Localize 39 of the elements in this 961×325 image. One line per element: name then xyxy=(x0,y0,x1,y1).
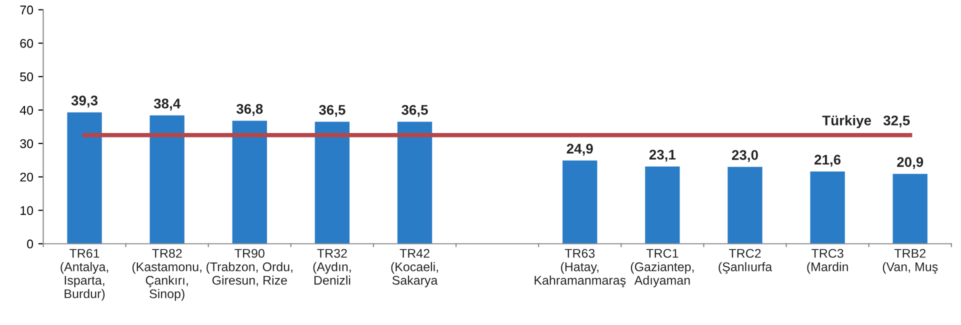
x-tick-label: TR61 (Antalya, Isparta, Burdur) xyxy=(60,248,108,301)
bar xyxy=(892,174,928,244)
data-label: 23,0 xyxy=(732,150,758,162)
bar xyxy=(150,115,184,244)
y-tick-label: 0 xyxy=(27,240,34,248)
data-label: 21,6 xyxy=(814,154,841,167)
y-tick-label: 70 xyxy=(20,6,34,14)
bar xyxy=(645,166,680,244)
data-label: 38,4 xyxy=(154,98,181,110)
bar xyxy=(232,120,267,244)
data-label: 36,5 xyxy=(402,104,428,117)
x-tick-label: TR90 (Trabzon, Ordu, Giresun, Rize xyxy=(206,248,292,286)
x-tick-label: TR42 (Kocaeli, Sakarya xyxy=(391,248,438,288)
bar xyxy=(314,122,350,244)
bar xyxy=(810,172,845,244)
y-tick-label: 20 xyxy=(20,172,34,182)
y-tick-label: 40 xyxy=(20,106,34,115)
x-tick-label: TRC3 (Mardin xyxy=(807,248,848,274)
data-label: 20,9 xyxy=(897,157,924,169)
x-tick-label: TRB2 (Van, Muş xyxy=(882,248,938,274)
bar xyxy=(397,122,432,244)
data-label: 36,8 xyxy=(236,104,263,116)
data-label: 23,1 xyxy=(649,150,676,162)
bar xyxy=(67,112,102,244)
bar xyxy=(728,166,762,244)
x-tick-label: TR32 (Aydın, Denizli xyxy=(313,248,351,285)
x-tick-label: TRC2 (Şanlıurfa xyxy=(718,248,772,274)
data-label: 24,9 xyxy=(566,144,593,156)
y-tick-label: 10 xyxy=(20,206,34,215)
text: Türkiye 32,5 xyxy=(822,115,910,128)
y-tick-label: 60 xyxy=(20,38,34,48)
x-tick-label: TRC1 (Gaziantep, Adıyaman xyxy=(630,248,694,288)
y-tick-label: 30 xyxy=(20,139,34,148)
x-tick-label: TR82 (Kastamonu, Çankırı, Sinop) xyxy=(132,248,202,301)
data-label: 36,5 xyxy=(319,104,346,117)
data-label: 39,3 xyxy=(71,96,98,108)
y-tick-label: 50 xyxy=(20,72,34,82)
bar xyxy=(562,160,598,244)
x-tick-label: TR63 (Hatay, Kahramanmaraş xyxy=(534,248,626,288)
